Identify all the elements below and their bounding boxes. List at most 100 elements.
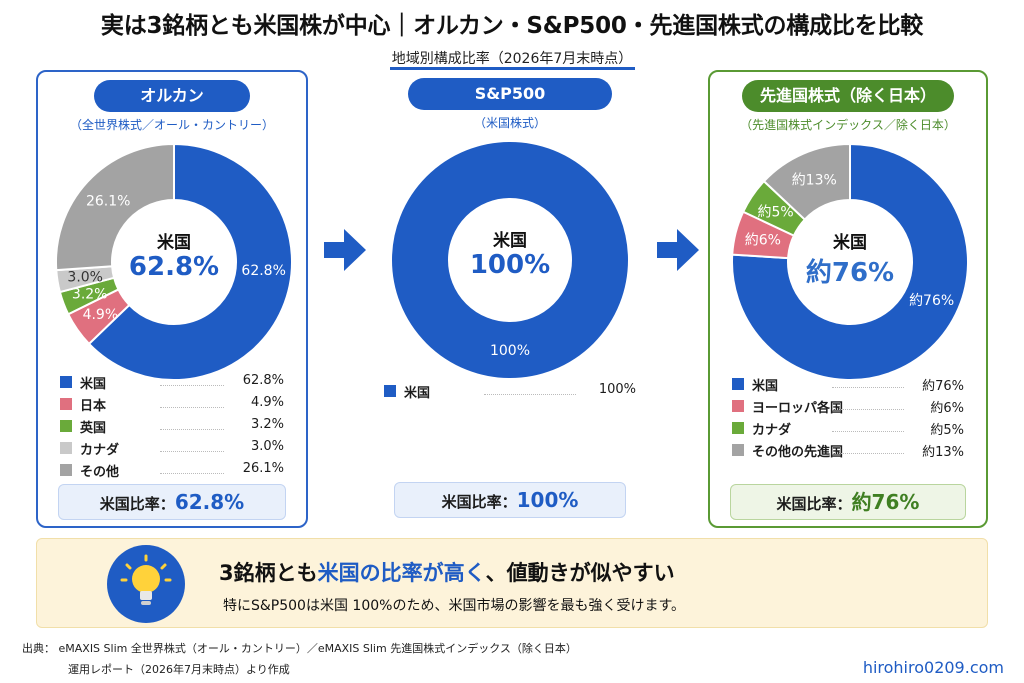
legend-swatch — [732, 378, 744, 390]
donut-slice — [55, 142, 175, 272]
allcountry-subtitle: （全世界株式／オール・カントリー） — [69, 118, 274, 132]
developed-ratio: 米国比率：約76% — [730, 484, 966, 520]
developed-card: 先進国株式（除く日本） （先進国株式インデックス／除く日本） 約76% 約6% 約5… — [708, 70, 988, 528]
page-title: 実は3銘柄とも米国株が中心｜オルカン・S&P500・先進国株式の構成比を比較 — [100, 13, 924, 39]
legend-leader — [160, 407, 224, 408]
legend-row: ヨーロッパ各国 約6% — [732, 396, 964, 418]
legend-leader — [160, 451, 224, 452]
legend-leader — [160, 429, 224, 430]
allcountry-card: オルカン （全世界株式／オール・カントリー） 62.8% 4.9% 3.2% 3.0%… — [36, 70, 308, 528]
summary-headline-a: 3銘柄とも — [219, 561, 318, 585]
legend-label: その他 — [80, 465, 120, 480]
legend-label: 英国 — [80, 421, 107, 436]
summary-headline-c: 、値動きが似やすい — [485, 561, 675, 585]
lightbulb-icon — [107, 545, 185, 623]
sp500-ratio-value: 100% — [516, 488, 579, 512]
slice-label: 約76% — [909, 293, 954, 309]
legend-swatch — [60, 420, 72, 432]
slice-label: 100% — [490, 343, 530, 359]
allcountry-title: オルカン — [94, 80, 250, 112]
legend-value: 100% — [598, 382, 636, 397]
legend-leader — [832, 387, 904, 388]
site-url[interactable]: hirohiro0209.com — [862, 658, 1004, 677]
legend-label: カナダ — [80, 443, 120, 458]
slice-label: 4.9% — [83, 307, 119, 323]
legend-swatch — [384, 385, 396, 397]
legend-leader — [160, 473, 224, 474]
legend-leader — [484, 394, 576, 395]
developed-ratio-label: 米国比率： — [776, 495, 852, 513]
legend-row: 米国 62.8% — [60, 372, 284, 394]
legend-leader — [160, 385, 224, 386]
legend-row: 米国 約76% — [732, 374, 964, 396]
legend-swatch — [60, 464, 72, 476]
legend-row: 米国 100% — [384, 381, 636, 403]
sp500-subtitle: （米国株式） — [473, 116, 546, 130]
developed-ratio-value: 約76% — [851, 490, 920, 514]
slice-label: 約6% — [745, 233, 781, 249]
slice-label: 3.2% — [72, 287, 108, 303]
legend-label: 日本 — [80, 399, 107, 414]
legend-value: 3.0% — [250, 439, 284, 454]
allcountry-ratio: 米国比率：62.8% — [58, 484, 286, 520]
developed-legend: 米国 約76% ヨーロッパ各国 約6% カナダ 約5% その他の先進国 約13% — [732, 374, 964, 462]
summary-headline: 3銘柄とも米国の比率が高く、値動きが似やすい — [219, 557, 675, 587]
summary-headline-highlight: 米国の比率が高く — [317, 561, 486, 585]
legend-swatch — [60, 376, 72, 388]
legend-value: 26.1% — [242, 461, 284, 476]
legend-label: その他の先進国 — [752, 445, 844, 460]
source-line-1: 出典： eMAXIS Slim 全世界株式（オール・カントリー）／eMAXIS … — [22, 642, 577, 655]
legend-row: その他 26.1% — [60, 460, 284, 482]
summary-box: 3銘柄とも米国の比率が高く、値動きが似やすい 特にS&P500は米国 100%の… — [36, 538, 988, 628]
legend-label: カナダ — [752, 423, 792, 438]
developed-subtitle: （先進国株式インデックス／除く日本） — [740, 118, 956, 132]
legend-label: 米国 — [80, 377, 107, 392]
legend-row: 日本 4.9% — [60, 394, 284, 416]
donut-slice — [762, 142, 851, 221]
arrow-right-icon — [324, 229, 366, 271]
slice-label: 約5% — [757, 204, 793, 220]
legend-label: 米国 — [404, 386, 431, 401]
sp500-center-value: 100% — [469, 250, 551, 280]
allcountry-center-label: 米国 — [157, 233, 191, 253]
legend-leader — [832, 453, 904, 454]
allcountry-legend: 米国 62.8% 日本 4.9% 英国 3.2% カナダ 3.0% その他 26.1% — [60, 372, 284, 482]
donut-slice — [87, 142, 293, 381]
developed-donut: 約76% 約6% 約5% 約13% — [731, 142, 969, 381]
developed-center-value: 約76% — [805, 258, 895, 288]
sp500-ratio: 米国比率：100% — [394, 482, 626, 518]
legend-row: 英国 3.2% — [60, 416, 284, 438]
slice-label: 3.0% — [67, 270, 103, 286]
donut-slice — [392, 142, 628, 378]
chart-subtitle: 地域別構成比率（2026年7月末時点） — [391, 51, 633, 67]
legend-value: 約6% — [930, 401, 964, 416]
slice-label: 26.1% — [86, 194, 130, 210]
slice-label: 62.8% — [241, 263, 285, 279]
allcountry-center-value: 62.8% — [128, 252, 220, 282]
sp500-center-label: 米国 — [493, 231, 527, 251]
legend-row: その他の先進国 約13% — [732, 440, 964, 462]
legend-swatch — [732, 422, 744, 434]
allcountry-donut: 62.8% 4.9% 3.2%3.0% 26.1% — [55, 142, 293, 381]
allcountry-ratio-value: 62.8% — [174, 490, 245, 514]
donut-slice — [731, 142, 969, 381]
legend-swatch — [732, 400, 744, 412]
legend-value: 3.2% — [250, 417, 284, 432]
sp500-legend: 米国 100% — [384, 381, 636, 403]
sp500-title: S&P500 — [408, 78, 612, 110]
legend-label: 米国 — [752, 379, 779, 394]
source-line-2: 運用レポート（2026年7月末時点）より作成 — [68, 663, 290, 676]
legend-value: 62.8% — [242, 373, 284, 388]
sp500-card: S&P500 （米国株式） 100% 米国 100% 米国 100% 米国比率：1… — [374, 70, 646, 528]
developed-center-label: 米国 — [833, 233, 867, 253]
legend-row: カナダ 約5% — [732, 418, 964, 440]
legend-swatch — [732, 444, 744, 456]
slice-label: 約13% — [792, 172, 837, 188]
allcountry-ratio-label: 米国比率： — [99, 495, 175, 513]
legend-swatch — [60, 442, 72, 454]
sp500-ratio-label: 米国比率： — [441, 493, 517, 511]
legend-leader — [832, 431, 904, 432]
legend-swatch — [60, 398, 72, 410]
summary-detail: 特にS&P500は米国 100%のため、米国市場の影響を最も強く受けます。 — [223, 598, 686, 614]
legend-value: 約13% — [922, 445, 964, 460]
